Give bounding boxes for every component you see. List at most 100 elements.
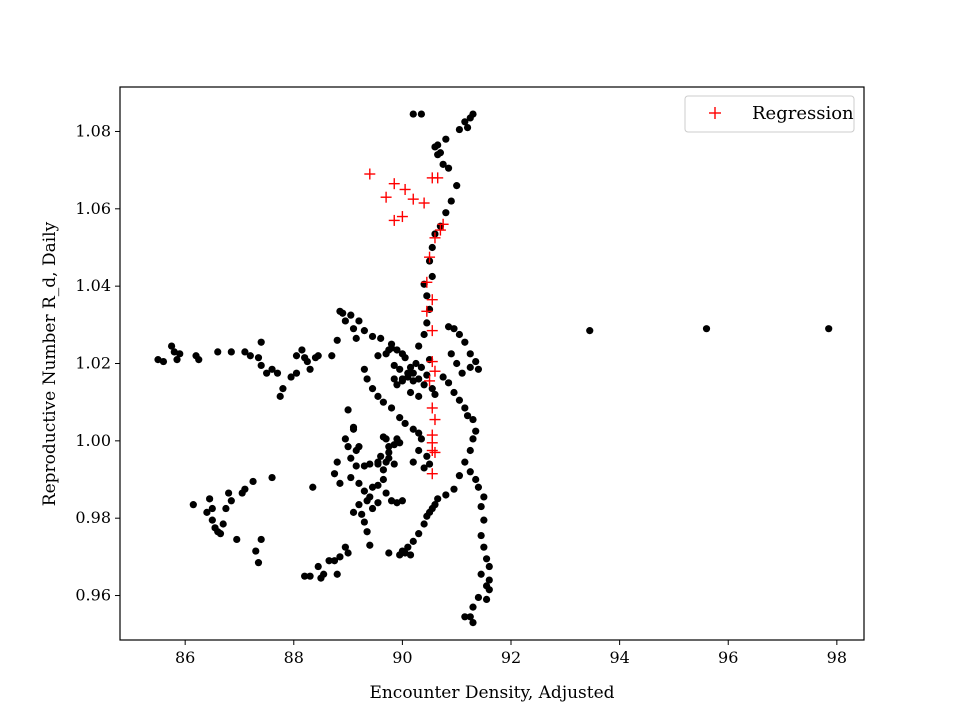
data-point (390, 460, 398, 468)
data-point (176, 350, 184, 358)
data-point (276, 392, 284, 400)
data-point (480, 493, 488, 501)
data-point (474, 365, 483, 373)
data-point (431, 390, 439, 399)
data-point (344, 549, 352, 557)
data-point (366, 541, 374, 549)
data-point (485, 586, 493, 594)
data-point (344, 406, 352, 414)
data-point (423, 292, 431, 300)
data-point (227, 497, 235, 505)
regression-point (429, 232, 441, 244)
data-point (466, 446, 474, 455)
data-point (450, 485, 458, 493)
data-point (586, 327, 594, 335)
data-point (379, 475, 387, 484)
data-point (466, 363, 474, 371)
data-point (241, 485, 249, 493)
data-point (439, 373, 447, 381)
data-point (195, 356, 203, 364)
data-point (167, 342, 176, 350)
y-tick-label: 1.06 (75, 199, 111, 218)
data-point (393, 346, 401, 354)
regression-point (434, 224, 446, 236)
data-points (154, 110, 833, 627)
regression-point (432, 172, 444, 184)
data-point (347, 454, 355, 462)
data-point (469, 618, 477, 627)
data-point (328, 352, 336, 360)
data-point (417, 435, 426, 443)
x-tick-label: 94 (609, 648, 629, 667)
data-point (246, 352, 254, 360)
data-point (360, 487, 368, 495)
data-point (444, 379, 453, 387)
data-point (415, 375, 423, 383)
data-point (233, 535, 241, 544)
data-point (347, 311, 355, 319)
data-point (154, 356, 162, 364)
data-point (379, 398, 387, 406)
data-point (360, 462, 368, 470)
data-point (341, 435, 349, 443)
data-point (257, 338, 265, 346)
data-point (347, 473, 355, 482)
data-point (341, 543, 349, 551)
data-point (352, 446, 360, 455)
x-axis-label: Encounter Density, Adjusted (369, 683, 614, 703)
data-point (173, 356, 181, 364)
regression-point (429, 365, 441, 377)
data-point (287, 373, 295, 381)
data-point (420, 520, 428, 528)
data-point (455, 125, 464, 134)
data-point (170, 348, 178, 356)
data-point (455, 472, 464, 480)
data-point (434, 141, 442, 149)
data-point (303, 357, 311, 366)
data-point (360, 327, 368, 335)
data-point (444, 164, 453, 172)
data-point (428, 243, 436, 252)
data-point (455, 330, 464, 339)
data-point (482, 595, 491, 603)
data-point (292, 369, 301, 377)
data-point (292, 352, 301, 360)
data-point (469, 435, 477, 443)
data-point (458, 369, 466, 377)
y-tick-label: 1.02 (75, 354, 111, 373)
data-point (320, 570, 328, 578)
data-point (374, 392, 382, 400)
data-point (401, 419, 409, 428)
data-point (222, 504, 230, 513)
data-point (309, 483, 317, 491)
data-point (352, 334, 360, 342)
data-point (189, 501, 197, 509)
data-point (442, 491, 450, 499)
data-point (455, 396, 464, 404)
regression-point (437, 218, 449, 230)
regression-point (426, 294, 438, 306)
regression-point (396, 211, 408, 223)
data-point (249, 477, 257, 486)
legend: Regression (684, 95, 855, 133)
data-point (423, 452, 431, 460)
data-point (390, 375, 398, 383)
y-tick-label: 1.00 (75, 431, 111, 450)
data-point (206, 495, 214, 503)
data-point (203, 508, 211, 516)
data-point (387, 404, 396, 412)
plot-frame (119, 86, 865, 641)
data-point (360, 365, 368, 373)
data-point (349, 508, 358, 516)
data-point (415, 530, 423, 538)
data-point (461, 338, 469, 346)
data-point (379, 466, 387, 474)
regression-point (418, 197, 430, 209)
data-point (477, 531, 485, 540)
data-point (330, 557, 339, 565)
data-point (325, 557, 333, 565)
data-point (420, 381, 428, 389)
data-point (387, 497, 396, 505)
data-point (472, 475, 480, 484)
